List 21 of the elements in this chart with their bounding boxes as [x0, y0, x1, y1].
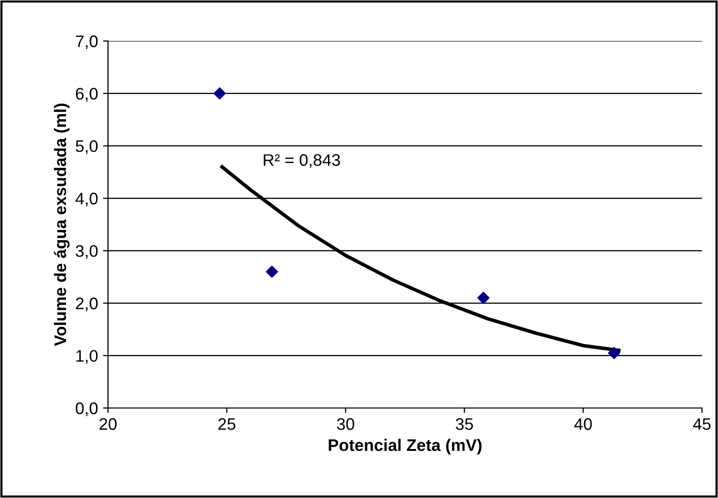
- x-tick-label: 30: [336, 418, 354, 430]
- point: [266, 266, 278, 278]
- y-tick-label: 2,0: [76, 298, 98, 312]
- y-tick-label: 0,0: [76, 402, 98, 416]
- x-tick-label: 35: [456, 418, 473, 430]
- y-tick-label: 6,0: [76, 88, 98, 102]
- x-tick-label: 25: [218, 418, 236, 430]
- x-tick-label: 20: [100, 418, 117, 430]
- annotation: R² = 0,843: [264, 154, 340, 168]
- point: [608, 346, 620, 360]
- y-tick-label: 3,0: [76, 245, 98, 259]
- x-tick-label: 40: [574, 418, 592, 430]
- y-tick-label: 4,0: [75, 192, 98, 206]
- point: [214, 87, 226, 100]
- x-axis-title: Potencial Zeta (mV): [328, 438, 482, 454]
- y-tick-label: 7,0: [76, 35, 98, 50]
- y-tick-label: 5,0: [76, 140, 98, 154]
- y-tick-label: 1,0: [76, 350, 98, 364]
- y-axis-title: Volume de água exsudada (ml): [54, 104, 70, 346]
- x-tick-label: 45: [693, 418, 711, 430]
- point: [477, 292, 490, 304]
